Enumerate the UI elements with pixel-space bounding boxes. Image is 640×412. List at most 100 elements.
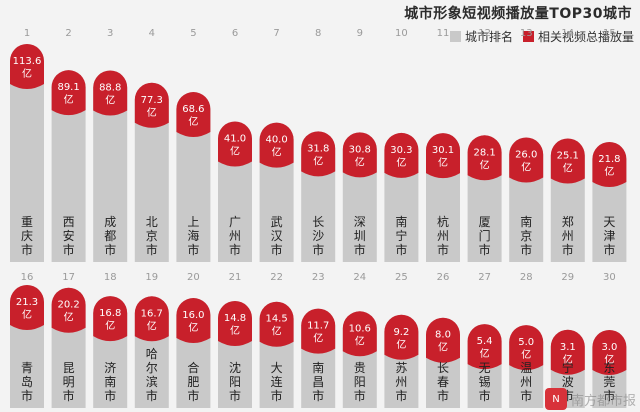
value-label-19: 16.7 [141, 308, 163, 319]
bar-value-10 [384, 132, 419, 178]
bar-value-9 [342, 132, 377, 178]
bar-value-4 [134, 82, 169, 128]
value-label-18: 16.8 [99, 308, 121, 319]
bar-value-3 [93, 70, 128, 116]
value-unit-21: 亿 [230, 324, 240, 337]
watermark: N 南方都市报 [544, 388, 636, 410]
value-unit-11: 亿 [438, 156, 448, 169]
value-label-6: 41.0 [224, 134, 246, 145]
city-label-12: 厦门市 [479, 215, 491, 257]
rank-label-9: 9 [357, 28, 363, 39]
rank-label-14: 14 [561, 28, 574, 39]
value-unit-20: 亿 [188, 321, 198, 334]
city-label-22: 大连市 [271, 361, 283, 403]
value-unit-4: 亿 [147, 106, 157, 119]
city-label-28: 温州市 [520, 361, 532, 403]
value-label-28: 5.0 [518, 337, 534, 348]
value-label-20: 16.0 [182, 310, 204, 321]
value-unit-12: 亿 [480, 158, 490, 171]
bar-value-8 [301, 131, 336, 177]
value-label-5: 68.6 [182, 104, 204, 115]
bar-value-20 [176, 298, 211, 344]
value-label-17: 20.2 [57, 300, 79, 311]
rank-label-11: 11 [437, 28, 450, 39]
city-label-14: 郑州市 [562, 214, 574, 257]
city-label-3: 成都市 [104, 215, 116, 257]
bar-value-26 [426, 317, 460, 363]
value-unit-26: 亿 [438, 341, 448, 354]
value-unit-22: 亿 [272, 325, 282, 338]
value-label-11: 30.1 [432, 145, 454, 156]
bar-value-16 [10, 285, 44, 330]
watermark-text: 南方都市报 [570, 393, 636, 409]
rank-label-17: 17 [62, 272, 75, 283]
value-unit-17: 亿 [64, 311, 74, 324]
bar-value-5 [176, 92, 211, 138]
legend-item-rank: 城市排名 [449, 28, 513, 45]
value-unit-23: 亿 [313, 332, 323, 345]
city-label-15: 天津市 [603, 215, 615, 257]
legend-label-rank: 城市排名 [464, 30, 513, 44]
city-label-1: 重庆市 [21, 215, 33, 257]
value-unit-7: 亿 [272, 146, 282, 159]
value-label-4: 77.3 [141, 95, 163, 106]
rank-label-10: 10 [395, 28, 408, 39]
bar-grey-1 [10, 44, 44, 262]
value-unit-19: 亿 [147, 319, 157, 332]
bar-value-11 [426, 133, 460, 179]
bar-value-14 [550, 138, 585, 184]
value-label-2: 89.1 [57, 82, 79, 93]
value-unit-13: 亿 [521, 161, 531, 174]
value-unit-25: 亿 [396, 338, 406, 351]
rank-label-15: 15 [603, 28, 616, 39]
value-label-24: 10.6 [349, 323, 371, 334]
city-label-23: 南昌市 [312, 360, 324, 403]
bar-grey-2 [51, 70, 86, 262]
rank-label-13: 13 [520, 28, 533, 39]
rank-label-24: 24 [353, 272, 366, 283]
city-label-26: 长春市 [437, 361, 449, 403]
value-label-16: 21.3 [16, 297, 38, 308]
rank-label-25: 25 [395, 272, 408, 283]
value-unit-27: 亿 [480, 347, 490, 360]
value-unit-2: 亿 [64, 93, 74, 106]
rank-label-28: 28 [520, 272, 533, 283]
value-label-9: 30.8 [349, 144, 371, 155]
value-label-26: 8.0 [435, 330, 451, 341]
bar-value-15 [592, 142, 627, 187]
value-unit-3: 亿 [105, 93, 115, 106]
value-label-25: 9.2 [393, 327, 409, 338]
bar-value-18 [93, 296, 128, 342]
bar-value-27 [467, 324, 502, 370]
rank-label-6: 6 [232, 28, 238, 39]
city-label-4: 北京市 [146, 215, 158, 257]
rank-label-30: 30 [603, 272, 616, 283]
rank-label-23: 23 [312, 272, 325, 283]
rank-label-29: 29 [561, 272, 574, 283]
value-unit-6: 亿 [230, 145, 240, 158]
value-label-7: 40.0 [265, 135, 287, 146]
bar-value-13 [509, 137, 544, 183]
city-label-6: 广州市 [229, 215, 241, 257]
chart-title: 城市形象短视频播放量TOP30城市 [404, 6, 632, 22]
rank-label-12: 12 [478, 28, 491, 39]
value-label-10: 30.3 [390, 145, 412, 156]
city-label-20: 合肥市 [187, 360, 199, 403]
value-label-15: 21.8 [598, 154, 620, 165]
value-label-23: 11.7 [307, 321, 329, 332]
rank-label-27: 27 [478, 272, 491, 283]
rank-label-16: 16 [21, 272, 34, 283]
value-label-14: 25.1 [557, 150, 579, 161]
value-unit-24: 亿 [355, 334, 365, 347]
legend-label-plays: 相关视频总播放量 [537, 30, 634, 44]
rank-label-3: 3 [107, 28, 113, 39]
rank-label-22: 22 [270, 272, 283, 283]
bar-value-29 [550, 329, 585, 375]
value-unit-18: 亿 [105, 319, 115, 332]
city-label-24: 贵阳市 [354, 361, 366, 403]
bar-value-2 [51, 70, 86, 116]
rank-label-1: 1 [24, 28, 30, 39]
rank-label-8: 8 [315, 28, 321, 39]
value-unit-28: 亿 [521, 348, 531, 361]
bar-value-1 [10, 44, 44, 89]
